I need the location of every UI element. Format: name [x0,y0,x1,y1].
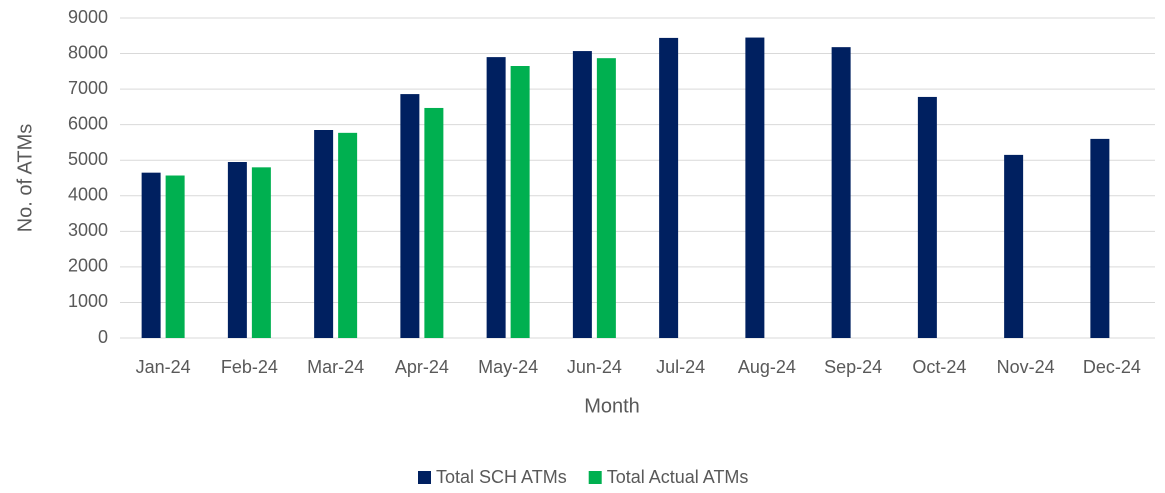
bar [572,51,592,339]
bar [831,47,851,339]
x-tick-label: Dec-24 [1083,357,1141,377]
y-tick-label: 9000 [68,7,108,27]
bar [400,94,420,338]
bar [141,172,161,338]
bar [659,37,679,339]
bar [745,37,765,339]
bar [1090,138,1110,338]
bar [510,66,530,338]
y-tick-label: 7000 [68,78,108,98]
bar [227,162,247,338]
y-tick-label: 3000 [68,220,108,240]
y-tick-label: 5000 [68,149,108,169]
x-tick-label: Jul-24 [656,357,705,377]
y-tick-label: 8000 [68,42,108,62]
y-tick-label: 0 [98,327,108,347]
x-tick-label: Jun-24 [567,357,622,377]
bar [314,130,334,338]
bar [1004,154,1024,338]
x-tick-label: Nov-24 [997,357,1055,377]
bar [917,96,937,338]
x-tick-label: Apr-24 [395,357,449,377]
x-tick-label: Feb-24 [221,357,278,377]
legend-label: Total SCH ATMs [436,467,567,487]
y-tick-label: 4000 [68,185,108,205]
bar [486,57,506,338]
x-tick-label: Jan-24 [136,357,191,377]
x-tick-label: Aug-24 [738,357,796,377]
bar [165,175,185,338]
bar [596,58,616,339]
y-tick-label: 2000 [68,256,108,276]
legend-swatch [418,471,431,484]
x-axis-title: Month [584,395,640,417]
x-tick-label: Mar-24 [307,357,364,377]
bar [424,107,444,338]
x-tick-label: May-24 [478,357,538,377]
legend-label: Total Actual ATMs [607,467,749,487]
bar [251,167,271,338]
y-tick-label: 6000 [68,113,108,133]
legend-swatch [588,471,602,484]
y-axis-title: No. of ATMs [14,124,36,233]
bar [338,132,358,338]
x-tick-label: Oct-24 [912,357,966,377]
y-tick-label: 1000 [68,291,108,311]
x-tick-label: Sep-24 [824,357,882,377]
